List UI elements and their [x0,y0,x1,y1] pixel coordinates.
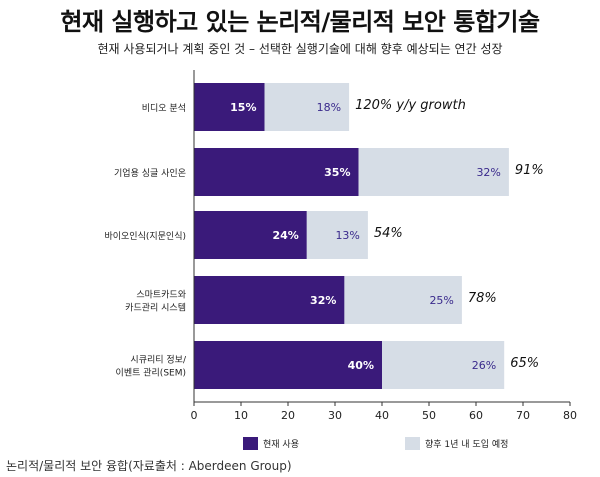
category-label: 기업용 싱글 사인온 [114,168,186,179]
bar-current [194,211,307,259]
bar-planned [264,83,350,131]
bar-current-label: 32% [310,294,336,307]
bar-planned [344,276,462,324]
x-tick-label: 40 [375,409,389,422]
bar-current-label: 15% [230,101,256,114]
bar-planned-label: 25% [429,294,453,307]
legend-swatch-current [243,437,258,450]
chart-title: 현재 실행하고 있는 논리적/물리적 보안 통합기술 [60,8,540,36]
bar-current [194,341,382,389]
legend-swatch-planned [405,437,420,450]
chart-subtitle: 현재 사용되거나 계획 중인 것 – 선택한 실행기술에 대해 향후 예상되는 … [97,42,503,56]
category-label: 스마트카드와 [136,289,186,301]
growth-label: 91% [515,163,544,178]
source-note: 논리적/물리적 보안 융합(자료출처 : Aberdeen Group) [6,459,292,473]
bar-planned-label: 32% [476,166,500,179]
category-label: 비디오 분석 [142,103,186,114]
bar-current-label: 40% [348,359,374,372]
growth-label: 78% [468,291,497,306]
x-axis: 0 10 20 30 40 50 60 70 80 [191,70,577,422]
x-tick-label: 30 [328,409,342,422]
bar-planned-label: 26% [472,359,496,372]
category-label: 이벤트 관리(SEM) [116,368,186,379]
bar-planned [306,211,368,259]
x-tick-label: 50 [422,409,436,422]
x-tick-label: 80 [563,409,577,422]
x-tick-label: 70 [516,409,530,422]
bar-planned-label: 13% [335,229,359,242]
bar-planned [358,148,509,196]
bars-layer: 비디오 분석 15% 18% 120% y/y growth 기업용 싱글 사인온 35%… [104,83,544,389]
category-label: 바이오인식(지문인식) [104,231,186,242]
bar-planned [382,341,505,389]
category-label: 시큐리티 정보/ [130,355,187,366]
growth-label: 120% y/y growth [355,98,466,113]
legend-label-current: 현재 사용 [263,439,299,450]
growth-label: 54% [374,226,403,241]
bar-current [194,276,345,324]
category-label: 카드관리 시스템 [125,302,186,314]
legend-label-planned: 향후 1년 내 도입 예정 [425,438,508,450]
growth-label: 65% [510,356,539,371]
x-tick-label: 60 [469,409,483,422]
bar-planned-label: 18% [317,101,341,114]
bar-current-label: 35% [324,166,350,179]
x-tick-label: 20 [281,409,295,422]
legend: 현재 사용 향후 1년 내 도입 예정 [243,437,508,450]
x-tick-label: 0 [191,409,198,422]
bar-current [194,83,265,131]
bar-current [194,148,359,196]
bar-current-label: 24% [272,229,298,242]
x-tick-label: 10 [234,409,248,422]
